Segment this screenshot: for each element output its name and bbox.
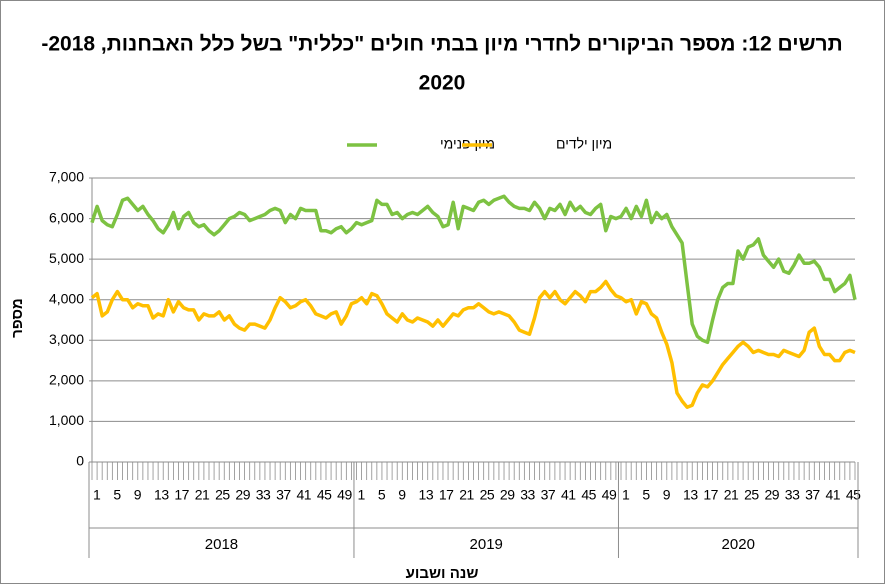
x-tick-label: 17 [703, 487, 718, 503]
x-tick-label: 25 [744, 487, 759, 503]
x-tick-label: 49 [602, 487, 617, 503]
x-tick-label: 21 [724, 487, 739, 503]
legend-label: מיון ילדים [556, 136, 612, 152]
y-axis-title: מספר [9, 298, 26, 338]
x-tick-label: 33 [256, 487, 271, 503]
x-tick-label: 17 [174, 487, 189, 503]
x-tick-label: 37 [276, 487, 291, 503]
x-tick-label: 5 [113, 487, 121, 503]
x-tick-label: 5 [642, 487, 650, 503]
x-tick-label: 1 [358, 487, 366, 503]
x-tick-label: 49 [337, 487, 352, 503]
x-tick-label: 29 [235, 487, 250, 503]
y-tick-label: 3,000 [49, 331, 84, 347]
x-tick-label: 37 [805, 487, 820, 503]
x-tick-label: 29 [500, 487, 515, 503]
x-tick-label: 5 [378, 487, 386, 503]
y-tick-label: 6,000 [49, 209, 84, 225]
line-series [90, 279, 856, 409]
group-label: 2018 [205, 536, 238, 553]
x-tick-label: 45 [846, 487, 861, 503]
group-label: 2019 [470, 536, 503, 553]
line-series [90, 194, 857, 345]
y-tick-label: 2,000 [49, 372, 84, 388]
x-tick-label: 33 [785, 487, 800, 503]
x-axis-title: שנה ושבוע [406, 565, 479, 582]
x-tick-label: 41 [296, 487, 311, 503]
y-tick-label: 5,000 [49, 250, 84, 266]
x-tick-label: 33 [520, 487, 535, 503]
x-tick-label: 25 [480, 487, 495, 503]
x-tick-label: 25 [215, 487, 230, 503]
group-label: 2020 [722, 536, 755, 553]
x-tick-label: 9 [663, 487, 671, 503]
x-tick-label: 9 [134, 487, 142, 503]
x-tick-label: 45 [317, 487, 332, 503]
x-tick-label: 9 [398, 487, 406, 503]
x-tick-label: 13 [683, 487, 698, 503]
x-tick-label: 45 [581, 487, 596, 503]
chart-title: 2020 [419, 72, 466, 95]
x-tick-label: 1 [622, 487, 630, 503]
x-tick-label: 41 [825, 487, 840, 503]
x-tick-label: 13 [419, 487, 434, 503]
chart-title: תרשים 12: מספר הביקורים לחדרי מיון בבתי … [41, 33, 842, 56]
y-tick-label: 7,000 [49, 169, 84, 185]
x-tick-label: 17 [439, 487, 454, 503]
x-tick-label: 29 [764, 487, 779, 503]
y-tick-label: 1,000 [49, 412, 84, 428]
x-tick-label: 1 [93, 487, 101, 503]
y-tick-label: 0 [76, 453, 84, 469]
x-tick-label: 13 [154, 487, 169, 503]
x-tick-label: 37 [541, 487, 556, 503]
x-tick-label: 21 [459, 487, 474, 503]
x-tick-label: 21 [195, 487, 210, 503]
y-tick-label: 4,000 [49, 290, 84, 306]
x-tick-label: 41 [561, 487, 576, 503]
